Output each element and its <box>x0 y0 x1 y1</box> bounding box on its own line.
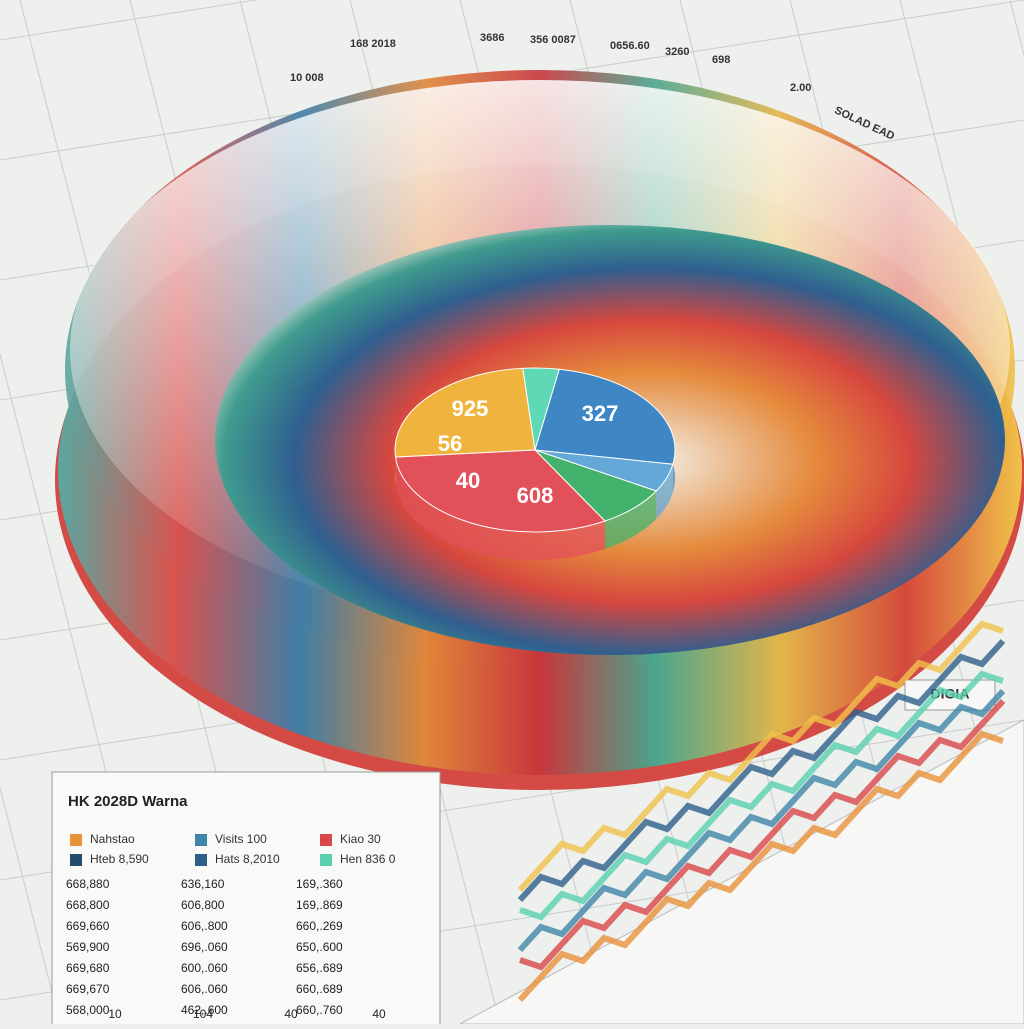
table-cell: 660,.269 <box>296 919 343 933</box>
legend-swatch <box>70 854 82 866</box>
grid-line <box>899 0 1024 491</box>
rim-label: SOLAD EAD <box>833 104 897 142</box>
grid-line <box>0 0 260 41</box>
table-cell: 606,.060 <box>181 982 228 996</box>
decor-streak <box>519 670 1004 921</box>
decor-streak <box>517 620 1004 893</box>
rim-label: 3686 <box>480 32 504 44</box>
legend-swatch <box>320 834 332 846</box>
pie-side <box>605 491 657 550</box>
footer-label: 40 <box>284 1007 298 1021</box>
slice-label: 608 <box>517 483 554 508</box>
table-cell: 669,680 <box>66 961 110 975</box>
footer-label: 104 <box>193 1007 213 1021</box>
pie-side <box>656 464 673 519</box>
slice-label: 925 <box>452 396 489 421</box>
decor-streaks <box>517 620 1006 1003</box>
rim-label: 168 2018 <box>350 38 396 50</box>
footer: 10 104 40 40 <box>108 1007 386 1021</box>
table-cell: 696,.060 <box>181 940 228 954</box>
table-cell: 568,000 <box>66 1003 110 1017</box>
decor-streak <box>517 730 1004 1003</box>
slice-label: 56 <box>438 431 462 456</box>
table-cell: 660,.689 <box>296 982 343 996</box>
legend-label: Hen 836 0 <box>340 852 396 866</box>
table-cell: 169,.360 <box>296 877 343 891</box>
pie-slice <box>534 368 676 465</box>
table-panel <box>51 771 441 1029</box>
decor-streak <box>517 688 1006 953</box>
table-cell: 650,.600 <box>296 940 343 954</box>
table-cell: 668,880 <box>66 877 110 891</box>
grid-line <box>0 785 61 1025</box>
legend: Nahstao Visits 100 Kiao 30 Hteb 8,590 Hats 8… <box>70 832 396 866</box>
decor-streak <box>519 698 1006 971</box>
panel-title: HK 2028D Warna <box>68 793 188 810</box>
pie: 925 327 56 40 608 <box>394 367 676 560</box>
slice-label: 40 <box>456 468 480 493</box>
table-cell: 669,670 <box>66 982 110 996</box>
pie-slice <box>394 449 606 533</box>
rim-label: 0656.60 <box>610 40 650 52</box>
rim-label: 698 <box>712 54 730 66</box>
table-cell: 462,.600 <box>181 1003 228 1017</box>
rim-label: 10 008 <box>290 72 324 84</box>
table-cell: 660,.760 <box>296 1003 343 1017</box>
legend-swatch <box>195 854 207 866</box>
legend-swatch <box>320 854 332 866</box>
table-cell: 606,800 <box>181 898 225 912</box>
legend-swatch <box>70 834 82 846</box>
table-cell: 636,160 <box>181 877 225 891</box>
legend-label: Hats 8,2010 <box>215 852 280 866</box>
table-cell: 606,.800 <box>181 919 228 933</box>
footer-label: 40 <box>372 1007 386 1021</box>
legend-swatch <box>195 834 207 846</box>
legend-label: Hteb 8,590 <box>90 852 149 866</box>
slice-label: 327 <box>582 401 619 426</box>
table-cell: 169,.869 <box>296 898 343 912</box>
decor-streak <box>517 638 1006 903</box>
pie-slice <box>394 367 536 458</box>
table-cell: 600,.060 <box>181 961 228 975</box>
rim-label: 2.00 <box>790 82 811 94</box>
table-cell: 656,.689 <box>296 961 343 975</box>
footer-label: 10 <box>108 1007 122 1021</box>
rim-label: 356 0087 <box>530 34 576 46</box>
table-cell: 669,660 <box>66 919 110 933</box>
table-cell: 668,800 <box>66 898 110 912</box>
legend-label: Nahstao <box>90 832 135 846</box>
table: 668,880 636,160 169,.360 668,800 606,800 169,… <box>66 877 343 1017</box>
legend-label: Kiao 30 <box>340 832 381 846</box>
legend-label: Visits 100 <box>215 832 267 846</box>
rim-label: 3260 <box>665 46 689 58</box>
table-cell: 569,900 <box>66 940 110 954</box>
